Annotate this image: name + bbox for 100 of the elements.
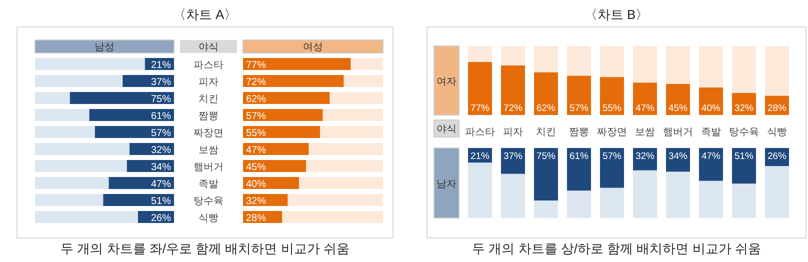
data-label: 40%: [701, 103, 722, 114]
bar: [567, 190, 591, 218]
bar: [600, 46, 624, 78]
bar: [468, 46, 492, 62]
bar: [243, 160, 306, 172]
bar: [35, 211, 138, 223]
data-label: 32%: [734, 103, 754, 114]
bar: [765, 166, 789, 218]
series-label: 남자: [436, 179, 456, 190]
y-tick-label: 피자: [198, 77, 218, 88]
bar: [732, 46, 756, 93]
y-tick-label: 보쌈: [198, 145, 218, 156]
data-label: 47%: [701, 151, 722, 162]
data-label: 62%: [536, 103, 556, 114]
bar: [468, 62, 492, 115]
x-tick-label: 피자: [503, 127, 523, 138]
bar: [666, 172, 690, 218]
text: 두 개의 차트를 좌/우로 함께 배치하면 비교가 쉬움: [60, 241, 350, 256]
data-label: 45%: [246, 162, 266, 173]
data-label: 37%: [150, 77, 172, 88]
y-tick-label: 햄버거: [194, 162, 224, 173]
bar: [600, 77, 624, 115]
bar: [35, 58, 145, 70]
data-label: 51%: [150, 196, 172, 207]
data-label: 61%: [150, 111, 172, 122]
bar: [35, 143, 130, 155]
data-label: 57%: [569, 103, 590, 114]
data-label: 28%: [767, 103, 788, 114]
data-label: 21%: [150, 60, 172, 71]
data-label: 55%: [246, 128, 266, 139]
bar: [94, 126, 174, 138]
bar: [35, 177, 109, 189]
data-label: 26%: [150, 213, 172, 224]
bar: [288, 194, 383, 206]
bar: [567, 76, 591, 115]
x-tick-label: 짬뽕: [569, 127, 589, 138]
bar: [633, 46, 657, 83]
y-axis-title: 야식: [198, 42, 218, 53]
bar: [299, 177, 383, 189]
bar: [600, 188, 624, 218]
data-label: 37%: [503, 151, 524, 162]
bar: [350, 58, 383, 70]
bar: [35, 126, 95, 138]
bar: [306, 160, 383, 172]
bar: [243, 75, 344, 87]
x-tick-label: 탕수육: [729, 127, 759, 138]
data-label: 34%: [668, 151, 688, 162]
data-label: 57%: [150, 128, 172, 139]
series-label: 여성: [303, 42, 323, 53]
x-tick-label: 족발: [701, 127, 721, 138]
data-label: 51%: [734, 151, 754, 162]
text: 〈차트 A〉: [172, 7, 238, 22]
x-tick-label: 짜장면: [597, 127, 627, 138]
bar: [567, 148, 591, 191]
bar: [501, 148, 525, 174]
data-label: 55%: [602, 103, 622, 114]
data-label: 45%: [668, 103, 688, 114]
y-tick-label: 족발: [198, 179, 218, 190]
text: 남성: [94, 42, 114, 53]
data-label: 47%: [246, 145, 266, 156]
bar: [35, 160, 127, 172]
chart-title: 〈차트 B〉: [584, 7, 649, 22]
data-label: 77%: [246, 60, 266, 71]
data-label: 77%: [470, 103, 490, 114]
x-tick-label: 파스타: [465, 127, 495, 138]
bar: [308, 143, 383, 155]
bar: [534, 72, 558, 115]
bar: [243, 126, 320, 138]
bar: [534, 148, 558, 200]
bar: [35, 92, 70, 104]
data-label: 75%: [536, 151, 556, 162]
bar: [344, 75, 383, 87]
bar: [765, 46, 789, 96]
y-tick-label: 식빵: [198, 213, 218, 224]
bar: [243, 143, 309, 155]
bar: [633, 170, 657, 218]
bar: [567, 46, 591, 76]
y-tick-label: 탕수육: [194, 196, 224, 207]
data-label: 28%: [246, 213, 266, 224]
bar: [282, 211, 383, 223]
bar: [501, 46, 525, 66]
bar: [243, 58, 351, 70]
bar: [70, 92, 174, 104]
bar: [35, 75, 123, 87]
bar: [243, 109, 323, 121]
x-tick-label: 식빵: [767, 127, 787, 138]
text: 두 개의 차트를 상/하로 함께 배치하면 비교가 쉬움: [472, 241, 761, 256]
data-label: 61%: [569, 151, 590, 162]
bar: [35, 194, 104, 206]
data-label: 26%: [767, 151, 788, 162]
data-label: 32%: [246, 196, 266, 207]
bar: [699, 148, 723, 181]
bar: [243, 92, 330, 104]
bar: [501, 174, 525, 218]
data-label: 32%: [635, 151, 656, 162]
bar: [666, 84, 690, 115]
series-label: 여자: [436, 76, 456, 88]
bar: [108, 177, 174, 189]
data-label: 47%: [150, 179, 172, 190]
bar: [534, 200, 558, 218]
